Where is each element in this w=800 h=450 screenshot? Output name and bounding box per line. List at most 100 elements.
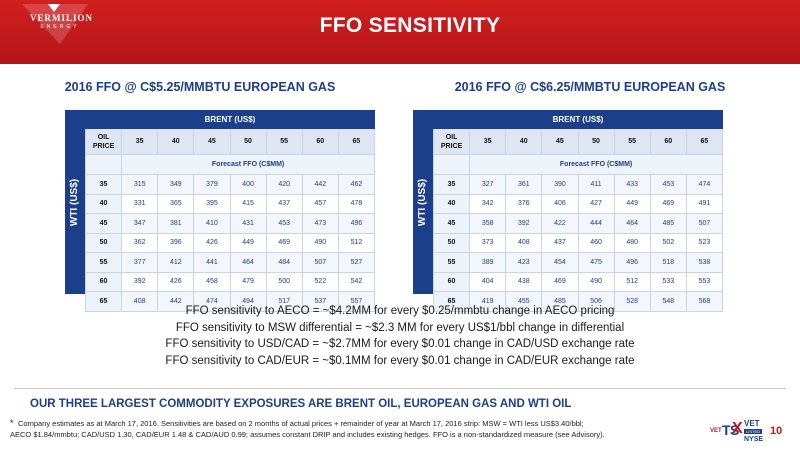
wti-price-cell: 35 xyxy=(432,174,471,195)
table-row: 55 377 412 441 464 484 507 527 xyxy=(84,252,376,273)
ffo-value-cell: 411 xyxy=(577,174,615,195)
table-row: 45 347 381 410 431 453 473 496 xyxy=(84,213,376,234)
table-row: 55 389 423 454 475 496 518 538 xyxy=(432,252,724,273)
page-title: FFO SENSITIVITY xyxy=(319,14,501,37)
ffo-value-cell: 479 xyxy=(229,271,267,292)
ffo-value-cell: 408 xyxy=(121,291,159,312)
brent-header: BRENT (US$) xyxy=(85,110,375,129)
ffo-value-cell: 327 xyxy=(469,174,507,195)
ffo-value-cell: 494 xyxy=(229,291,267,312)
ffo-value-cell: 376 xyxy=(505,193,543,214)
ffo-value-cell: 410 xyxy=(193,213,231,234)
brent-price-header: 35 xyxy=(121,128,159,155)
sensitivity-msw: FFO sensitivity to MSW differential = ~$… xyxy=(175,321,625,334)
sensitivity-aeco: FFO sensitivity to AECO = ~$4.2MM for ev… xyxy=(185,305,615,317)
table-row: 65 408 442 474 494 517 537 557 xyxy=(84,291,376,312)
ffo-value-cell: 475 xyxy=(577,252,615,273)
ffo-value-cell: 442 xyxy=(301,174,339,195)
ffo-value-cell: 474 xyxy=(193,291,231,312)
header-band: VERMILION ENERGY FFO SENSITIVITY xyxy=(0,0,800,64)
divider xyxy=(14,388,786,389)
ffo-value-cell: 507 xyxy=(685,213,724,234)
forecast-blank-cell xyxy=(432,154,471,175)
ffo-value-cell: 485 xyxy=(541,291,579,312)
ffo-value-cell: 507 xyxy=(301,252,339,273)
wti-axis-text: WTI (US$) xyxy=(69,178,81,226)
ffo-value-cell: 449 xyxy=(229,232,267,253)
ffo-value-cell: 404 xyxy=(469,271,507,292)
forecast-blank-cell xyxy=(84,154,123,175)
wti-price-cell: 55 xyxy=(432,252,471,273)
vermilion-logo[interactable]: VERMILION ENERGY xyxy=(0,0,110,50)
ffo-value-cell: 523 xyxy=(685,232,724,253)
ffo-value-cell: 568 xyxy=(685,291,724,312)
ffo-value-cell: 365 xyxy=(157,193,195,214)
brent-price-header: 35 xyxy=(469,128,507,155)
ffo-value-cell: 392 xyxy=(505,213,543,234)
wti-price-cell: 65 xyxy=(432,291,471,312)
ffo-value-cell: 469 xyxy=(265,232,303,253)
table-title-right: 2016 FFO @ C$6.25/MMBTU EUROPEAN GAS xyxy=(454,80,726,94)
ffo-value-cell: 528 xyxy=(613,291,651,312)
badge-x-mark: X xyxy=(732,420,743,437)
logo-subtext: ENERGY xyxy=(40,24,80,30)
ffo-value-cell: 347 xyxy=(121,213,159,234)
forecast-ffo-label: Forecast FFO (C$MM) xyxy=(469,154,723,175)
page-number: 10 xyxy=(770,425,783,437)
ffo-value-cell: 490 xyxy=(301,232,339,253)
ffo-value-cell: 460 xyxy=(577,232,615,253)
wti-price-cell: 60 xyxy=(84,271,123,292)
brent-price-header: 65 xyxy=(685,128,724,155)
ffo-value-cell: 419 xyxy=(469,291,507,312)
ffo-value-cell: 415 xyxy=(229,193,267,214)
ffo-grid: BRENT (US$) OIL PRICE 35 40 45 50 55 60 65 Forecas… xyxy=(84,110,376,312)
ffo-value-cell: 490 xyxy=(577,271,615,292)
ffo-value-cell: 453 xyxy=(265,213,303,234)
brent-price-header: 55 xyxy=(613,128,651,155)
footnote-line-1: Company estimates as at March 17, 2016. … xyxy=(18,419,584,428)
table-row: 40 342 376 406 427 449 469 491 xyxy=(432,193,724,214)
ffo-value-cell: 538 xyxy=(685,252,724,273)
ffo-value-cell: 427 xyxy=(577,193,615,214)
ffo-value-cell: 342 xyxy=(469,193,507,214)
sensitivity-usd-cad: FFO sensitivity to USD/CAD = ~$2.7MM for… xyxy=(165,338,635,350)
ffo-value-cell: 422 xyxy=(541,213,579,234)
ffo-value-cell: 474 xyxy=(685,174,724,195)
logo-shape xyxy=(22,4,88,44)
sensitivity-table-left: WTI (US$) BRENT (US$) OIL PRICE 35 40 45 50 55 60… xyxy=(65,110,376,312)
wti-price-cell: 60 xyxy=(432,271,471,292)
brent-price-header: 65 xyxy=(337,128,376,155)
wti-price-cell: 50 xyxy=(84,232,123,253)
ffo-value-cell: 517 xyxy=(265,291,303,312)
wti-axis-label: WTI (US$) xyxy=(65,110,85,294)
ffo-value-cell: 381 xyxy=(157,213,195,234)
brent-price-header: 45 xyxy=(193,128,231,155)
ffo-value-cell: 361 xyxy=(505,174,543,195)
ffo-value-cell: 491 xyxy=(685,193,724,214)
ffo-value-cell: 362 xyxy=(121,232,159,253)
ffo-value-cell: 437 xyxy=(265,193,303,214)
ffo-value-cell: 500 xyxy=(265,271,303,292)
ffo-grid: BRENT (US$) OIL PRICE 35 40 45 50 55 60 65 Forecas… xyxy=(432,110,724,312)
sensitivity-cad-eur: FFO sensitivity to CAD/EUR = ~$0.1MM for… xyxy=(165,354,635,367)
wti-price-cell: 55 xyxy=(84,252,123,273)
sensitivity-table-right: WTI (US$) BRENT (US$) OIL PRICE 35 40 45 50 55 60… xyxy=(413,110,724,312)
ffo-value-cell: 396 xyxy=(157,232,195,253)
table-row: 60 392 426 458 479 500 522 542 xyxy=(84,271,376,292)
ffo-value-cell: 408 xyxy=(505,232,543,253)
brent-price-header: 60 xyxy=(649,128,687,155)
table-row: 45 358 392 422 444 464 485 507 xyxy=(432,213,724,234)
ffo-value-cell: 390 xyxy=(541,174,579,195)
ffo-value-cell: 423 xyxy=(505,252,543,273)
ffo-value-cell: 441 xyxy=(193,252,231,273)
ffo-value-cell: 442 xyxy=(157,291,195,312)
oil-price-header: OIL PRICE xyxy=(84,128,123,155)
ffo-value-cell: 331 xyxy=(121,193,159,214)
ffo-value-cell: 522 xyxy=(301,271,339,292)
table-row: 40 331 365 395 415 437 457 478 xyxy=(84,193,376,214)
ffo-value-cell: 527 xyxy=(337,252,376,273)
badge-vet-right: VET xyxy=(744,419,760,428)
sensitivity-notes: FFO sensitivity to AECO = ~$4.2MM for ev… xyxy=(100,303,700,369)
oil-price-header-line-2: PRICE xyxy=(92,142,115,150)
badge-vet-left: VET xyxy=(710,428,722,434)
